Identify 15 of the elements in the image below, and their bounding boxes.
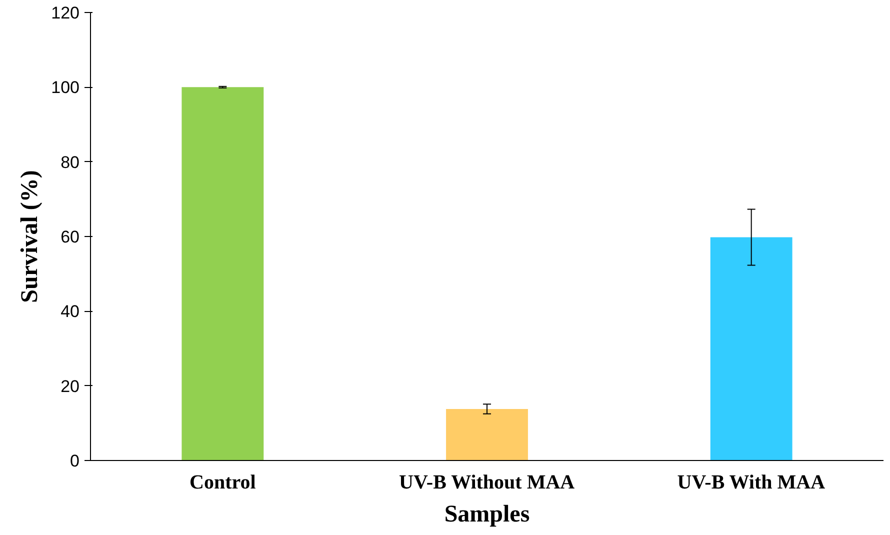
- bar: [182, 87, 264, 460]
- y-tick-label: 100: [51, 78, 80, 98]
- x-tick-label: UV-B Without MAA: [399, 472, 576, 494]
- y-tick-label: 60: [60, 228, 80, 246]
- x-tick-label: UV-B With MAA: [677, 472, 826, 494]
- y-tick-label: 40: [60, 302, 80, 322]
- y-tick-label: 20: [60, 376, 80, 396]
- bar: [446, 408, 528, 460]
- y-tick-label: 0: [70, 452, 80, 470]
- y-tick-label: 80: [60, 152, 80, 172]
- bar: [710, 237, 792, 460]
- x-axis-title: Samples: [444, 502, 530, 528]
- y-tick-label: 120: [51, 4, 80, 22]
- y-axis-title: Survival (%): [17, 170, 44, 303]
- x-tick-label: Control: [190, 472, 256, 494]
